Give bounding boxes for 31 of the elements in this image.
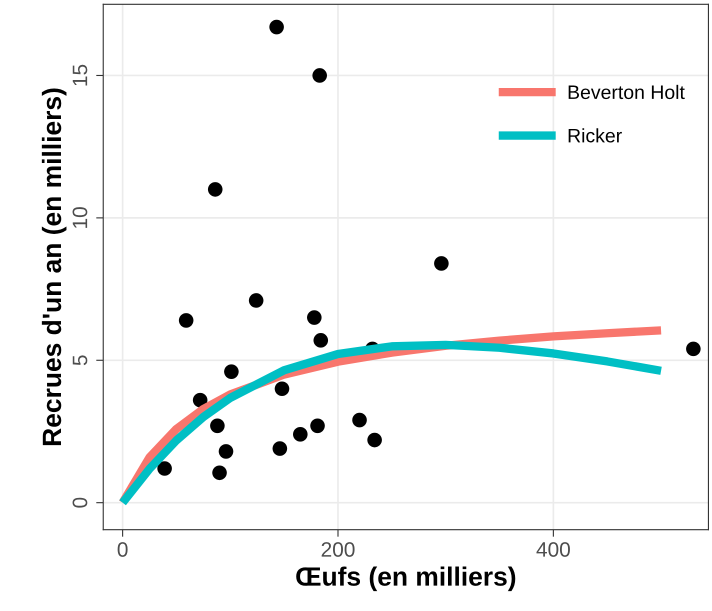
x-tick-label: 0	[118, 542, 128, 557]
point	[274, 381, 290, 396]
point	[310, 418, 325, 434]
legend-label: Ricker	[568, 128, 622, 143]
y-tick-label: 0	[72, 498, 88, 508]
point	[210, 418, 225, 434]
x-tick-label: 400	[536, 542, 570, 557]
x-axis-title: Œufs (en milliers)	[296, 566, 516, 592]
point	[272, 441, 288, 456]
point	[313, 333, 328, 348]
y-axis-title: Recrues d'un an (en milliers)	[42, 88, 66, 446]
point	[178, 313, 194, 328]
point	[352, 412, 367, 428]
point	[307, 310, 322, 325]
point	[218, 444, 234, 459]
point	[269, 20, 284, 34]
y-tick-label: 5	[72, 355, 88, 366]
y-tick-label: 15	[72, 64, 88, 86]
point	[312, 68, 327, 83]
point	[686, 342, 701, 356]
legend-label: Beverton Holt	[568, 84, 685, 100]
point	[367, 432, 382, 448]
point	[248, 293, 264, 308]
y-tick-label: 10	[72, 207, 88, 228]
point	[208, 182, 223, 197]
point	[434, 256, 449, 271]
x-tick-label: 200	[322, 542, 355, 557]
point	[212, 465, 227, 480]
point	[224, 364, 239, 379]
point	[293, 427, 308, 442]
point	[157, 461, 172, 476]
